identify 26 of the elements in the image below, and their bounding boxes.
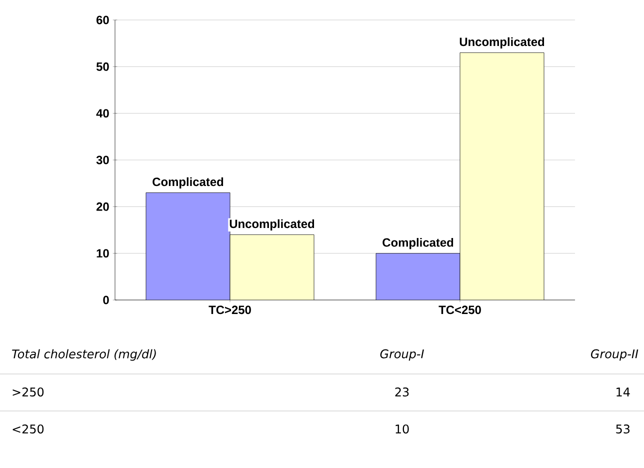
x-tick-label: TC>250 xyxy=(208,306,251,314)
series-label: Uncomplicated xyxy=(230,219,314,230)
text: Group-I xyxy=(380,349,424,361)
y-tick-label: 20 xyxy=(96,202,109,211)
x-tick-label: TC<250 xyxy=(438,306,481,314)
bar xyxy=(146,192,230,300)
y-tick-label: 60 xyxy=(96,16,109,24)
y-tick-label: 40 xyxy=(96,109,109,118)
bar xyxy=(230,234,314,300)
text: 14 xyxy=(616,388,630,396)
bar xyxy=(460,52,544,300)
y-tick-label: 10 xyxy=(96,249,109,258)
text: Complicated xyxy=(382,238,454,250)
text: 10 xyxy=(396,424,409,434)
text: 53 xyxy=(616,424,630,434)
text: >250 xyxy=(12,387,44,397)
bar xyxy=(376,253,460,300)
y-tick-label: 0 xyxy=(103,296,109,304)
text: 23 xyxy=(395,387,409,397)
text: Total cholesterol (mg/dl) xyxy=(12,349,156,361)
text: Group-II xyxy=(590,349,638,361)
text: Uncomplicated xyxy=(460,37,544,48)
text: <250 xyxy=(12,424,44,434)
y-tick-label: 30 xyxy=(96,156,109,164)
y-tick-label: 50 xyxy=(96,62,109,71)
series-label: Complicated xyxy=(152,177,224,188)
